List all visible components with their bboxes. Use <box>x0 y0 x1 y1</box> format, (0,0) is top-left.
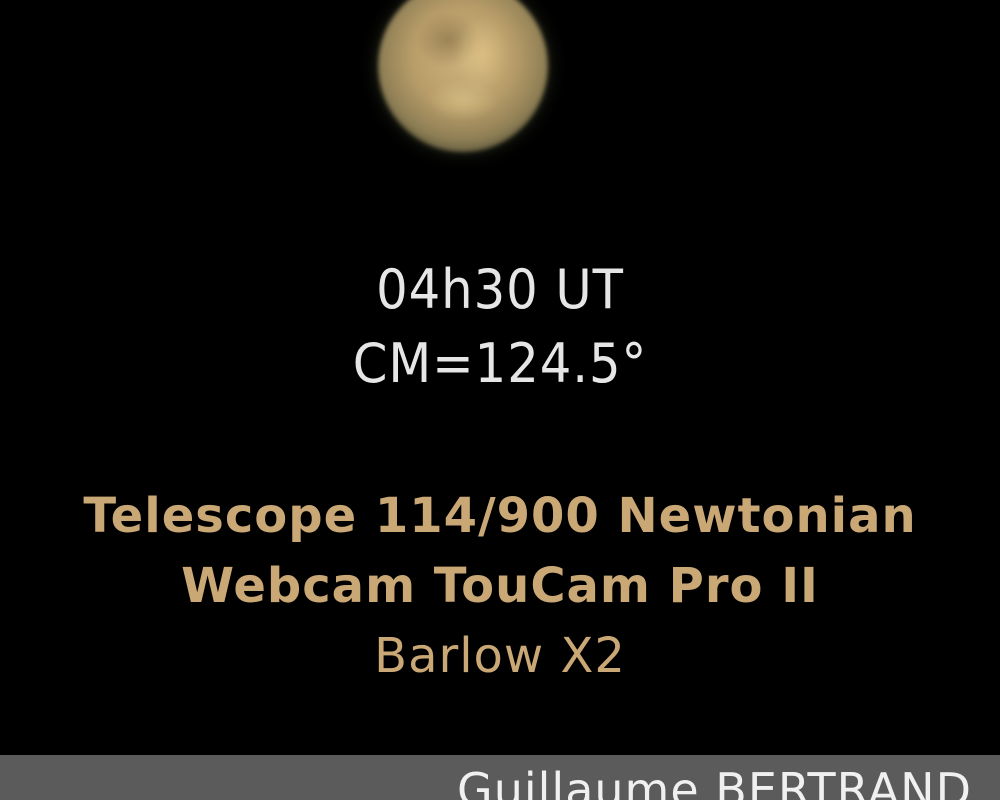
central-meridian: CM=124.5° <box>352 332 648 395</box>
barlow-label: Barlow X2 <box>374 628 626 684</box>
author-credit: Guillaume BERTRAND <box>457 763 972 800</box>
telescope-label: Telescope 114/900 Newtonian <box>83 488 917 544</box>
credit-bar: Guillaume BERTRAND <box>0 755 1000 800</box>
mars-planet-image <box>378 0 548 152</box>
observation-time: 04h30 UT <box>376 258 624 321</box>
camera-label: Webcam TouCam Pro II <box>181 558 819 614</box>
